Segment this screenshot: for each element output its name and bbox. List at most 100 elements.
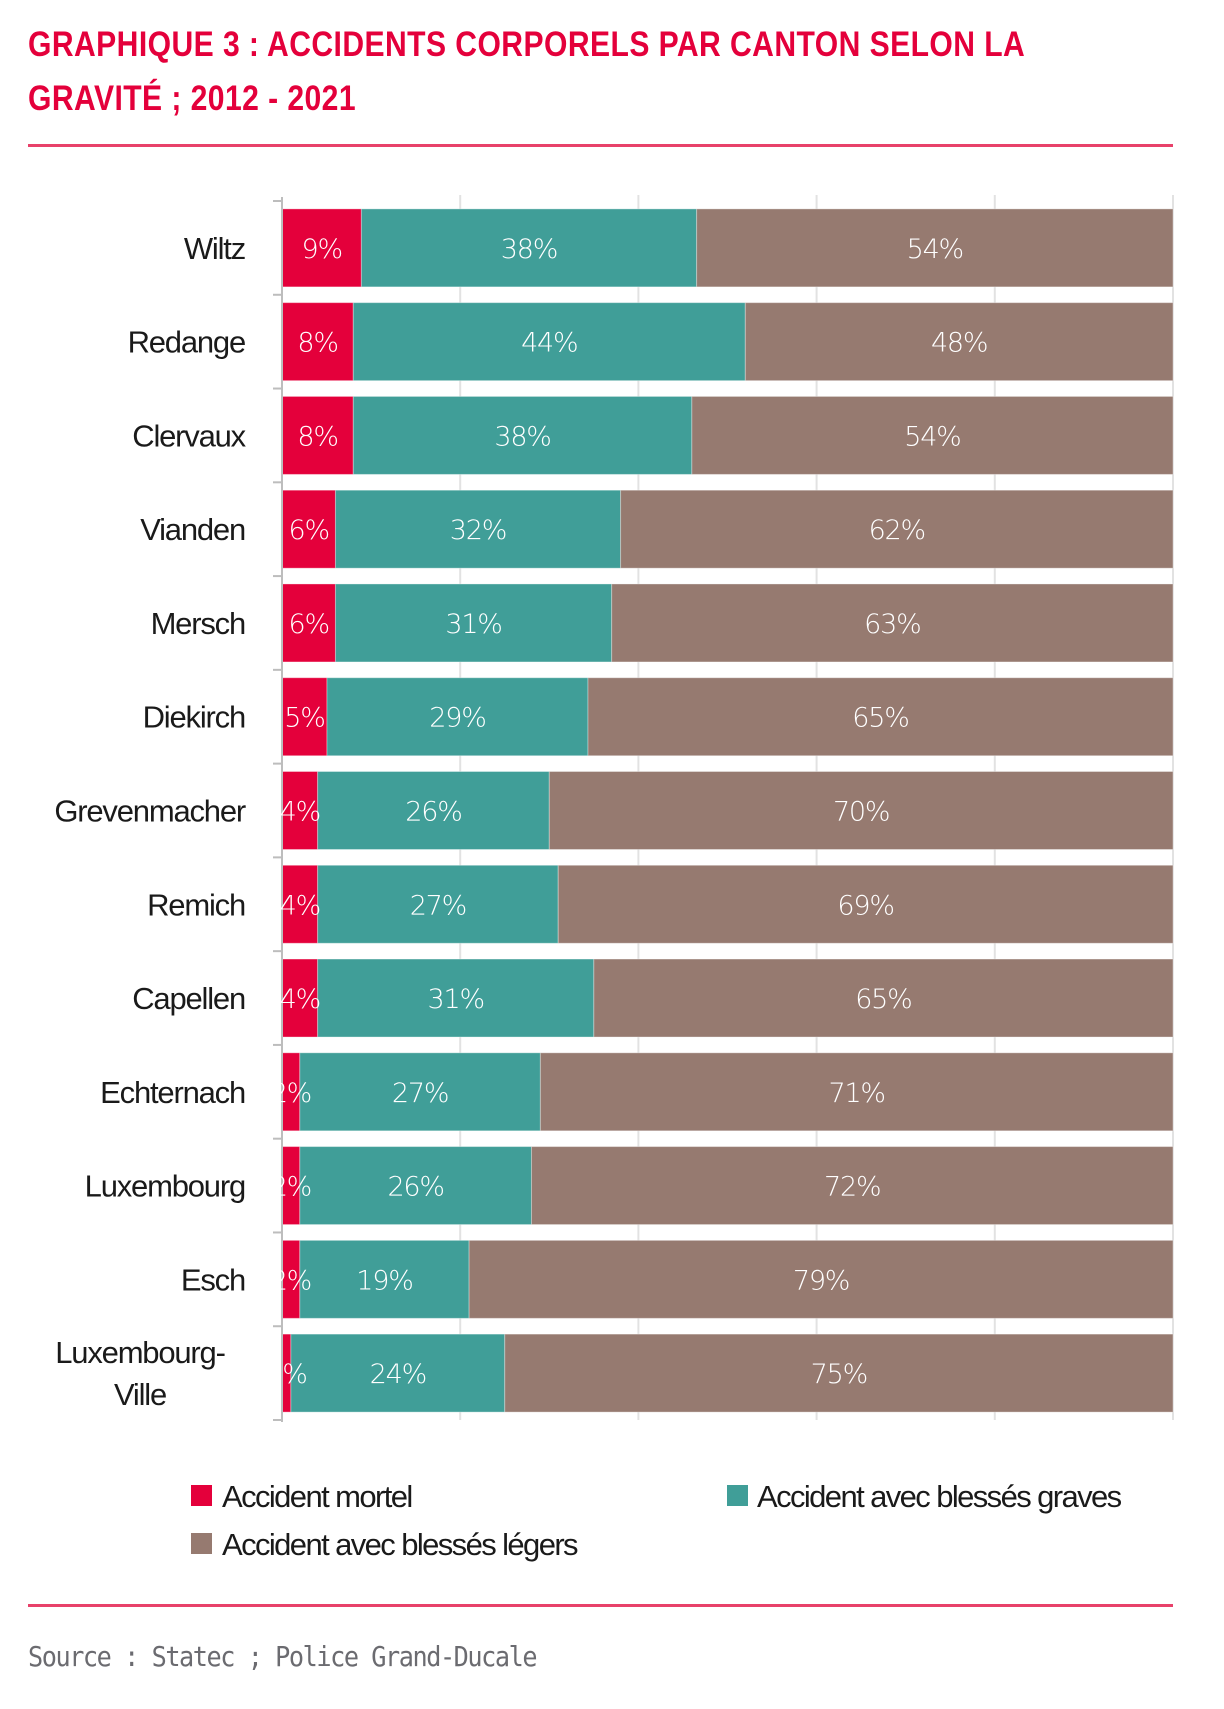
category-label: Vianden <box>140 512 245 547</box>
bar-segment <box>317 771 550 850</box>
category-label: Luxembourg <box>85 1169 245 1204</box>
data-label: 69% <box>837 890 893 921</box>
data-label: 31% <box>428 984 484 1015</box>
legend-label-graves: Accident avec blessés graves <box>757 1479 1122 1514</box>
data-label: 65% <box>855 984 911 1015</box>
bar-segment <box>468 1239 1174 1319</box>
bar-segment <box>691 395 1174 475</box>
bar-segment <box>299 1052 541 1132</box>
data-label: 79% <box>793 1265 849 1296</box>
data-label: 6% <box>289 515 329 546</box>
data-label: 31% <box>445 609 501 640</box>
bar-segment <box>530 1146 1174 1226</box>
bar-segment <box>593 958 1174 1038</box>
legend-swatch-mortel <box>191 1485 212 1506</box>
y-axis <box>273 197 283 1422</box>
category-label: Luxembourg- <box>55 1335 224 1370</box>
data-label: 32% <box>450 515 506 546</box>
bar-segment <box>620 489 1174 569</box>
bar-segment <box>352 302 746 382</box>
data-label: 6% <box>289 609 329 640</box>
bar-segment <box>334 489 622 569</box>
data-label: 38% <box>501 234 557 265</box>
category-label: Redange <box>128 325 245 360</box>
category-label: Wiltz <box>184 231 245 266</box>
source-note: Source : Statec ; Police Grand-Ducale <box>28 1640 538 1673</box>
bar-segment <box>299 1239 470 1319</box>
legend-swatch-legers <box>191 1533 212 1554</box>
bar-segment <box>281 208 362 288</box>
data-label: 44% <box>521 328 577 359</box>
stacked-bar-chart: Wiltz Redange Clervaux Vianden Mersch Diekirc… <box>54 195 1174 1422</box>
data-label: 2% <box>271 1078 311 1109</box>
category-label: Esch <box>181 1262 245 1297</box>
bars <box>281 208 1174 1413</box>
bar-segment <box>317 864 559 944</box>
data-label: 24% <box>370 1359 426 1390</box>
bar-segment <box>744 302 1174 382</box>
data-label: 26% <box>405 797 461 828</box>
data-label: 2% <box>271 1265 311 1296</box>
bar-segment <box>281 677 328 757</box>
data-label: 26% <box>387 1172 443 1203</box>
data-label: 27% <box>392 1078 448 1109</box>
footer-divider <box>28 1604 1173 1607</box>
category-label: Grevenmacher <box>54 794 246 829</box>
data-label: 8% <box>297 328 337 359</box>
bar-segment <box>611 583 1174 663</box>
bar-segment <box>281 583 336 663</box>
legend-label-legers: Accident avec blessés légers <box>222 1527 579 1562</box>
data-label: 72% <box>824 1172 880 1203</box>
data-label: 62% <box>869 515 925 546</box>
data-label: 65% <box>852 703 908 734</box>
data-label: 19% <box>356 1265 412 1296</box>
data-label: 48% <box>931 328 987 359</box>
data-label: 4% <box>280 984 320 1015</box>
bar-segment <box>326 677 589 757</box>
data-label: 38% <box>494 421 550 452</box>
value-labels: 9% 38% 54% 8% 44% 48% 8% 38% 54% 6% 32% 62% 6% 31% 63%… <box>266 234 988 1390</box>
data-label: 8% <box>297 421 337 452</box>
chart-title-line-2: GRAVITÉ ; 2012 - 2021 <box>28 79 357 118</box>
data-label: 29% <box>429 703 485 734</box>
bar-segment <box>360 208 698 288</box>
bar-segment <box>281 771 319 850</box>
data-label: 75% <box>811 1359 867 1390</box>
data-label: 70% <box>833 797 889 828</box>
category-label: Ville <box>114 1377 166 1412</box>
category-label: Echternach <box>100 1075 245 1110</box>
bar-segment <box>557 864 1174 944</box>
category-label: Capellen <box>132 981 245 1016</box>
bar-segment <box>281 489 336 569</box>
category-label: Mersch <box>151 606 245 641</box>
data-label: 63% <box>864 609 920 640</box>
bar-segment <box>504 1333 1174 1413</box>
bar-segment <box>299 1146 532 1226</box>
bar-segment <box>281 302 354 382</box>
bar-segment <box>352 395 693 475</box>
data-label: 71% <box>828 1078 884 1109</box>
category-labels: Wiltz Redange Clervaux Vianden Mersch Diekirc… <box>54 231 248 1412</box>
data-label: 54% <box>907 234 963 265</box>
bar-segment <box>539 1052 1174 1132</box>
bar-segment <box>696 208 1174 288</box>
chart-title-line-1: GRAPHIQUE 3 : ACCIDENTS CORPORELS PAR CA… <box>28 25 1026 64</box>
data-label: 27% <box>410 890 466 921</box>
bar-segment <box>587 677 1174 757</box>
data-label: 1% <box>266 1359 306 1390</box>
data-label: 2% <box>271 1172 311 1203</box>
category-label: Remich <box>147 887 245 922</box>
data-label: 9% <box>301 234 341 265</box>
legend-label-mortel: Accident mortel <box>222 1479 413 1514</box>
bar-segment <box>334 583 613 663</box>
category-label: Diekirch <box>143 700 245 735</box>
data-label: 5% <box>284 703 324 734</box>
bar-segment <box>281 958 319 1038</box>
chart-title: GRAPHIQUE 3 : ACCIDENTS CORPORELS PAR CA… <box>28 18 1026 126</box>
title-divider <box>28 144 1173 147</box>
data-label: 4% <box>280 797 320 828</box>
bar-segment <box>281 864 319 944</box>
data-label: 4% <box>280 890 320 921</box>
category-label: Clervaux <box>132 418 246 453</box>
bar-segment <box>548 771 1174 850</box>
